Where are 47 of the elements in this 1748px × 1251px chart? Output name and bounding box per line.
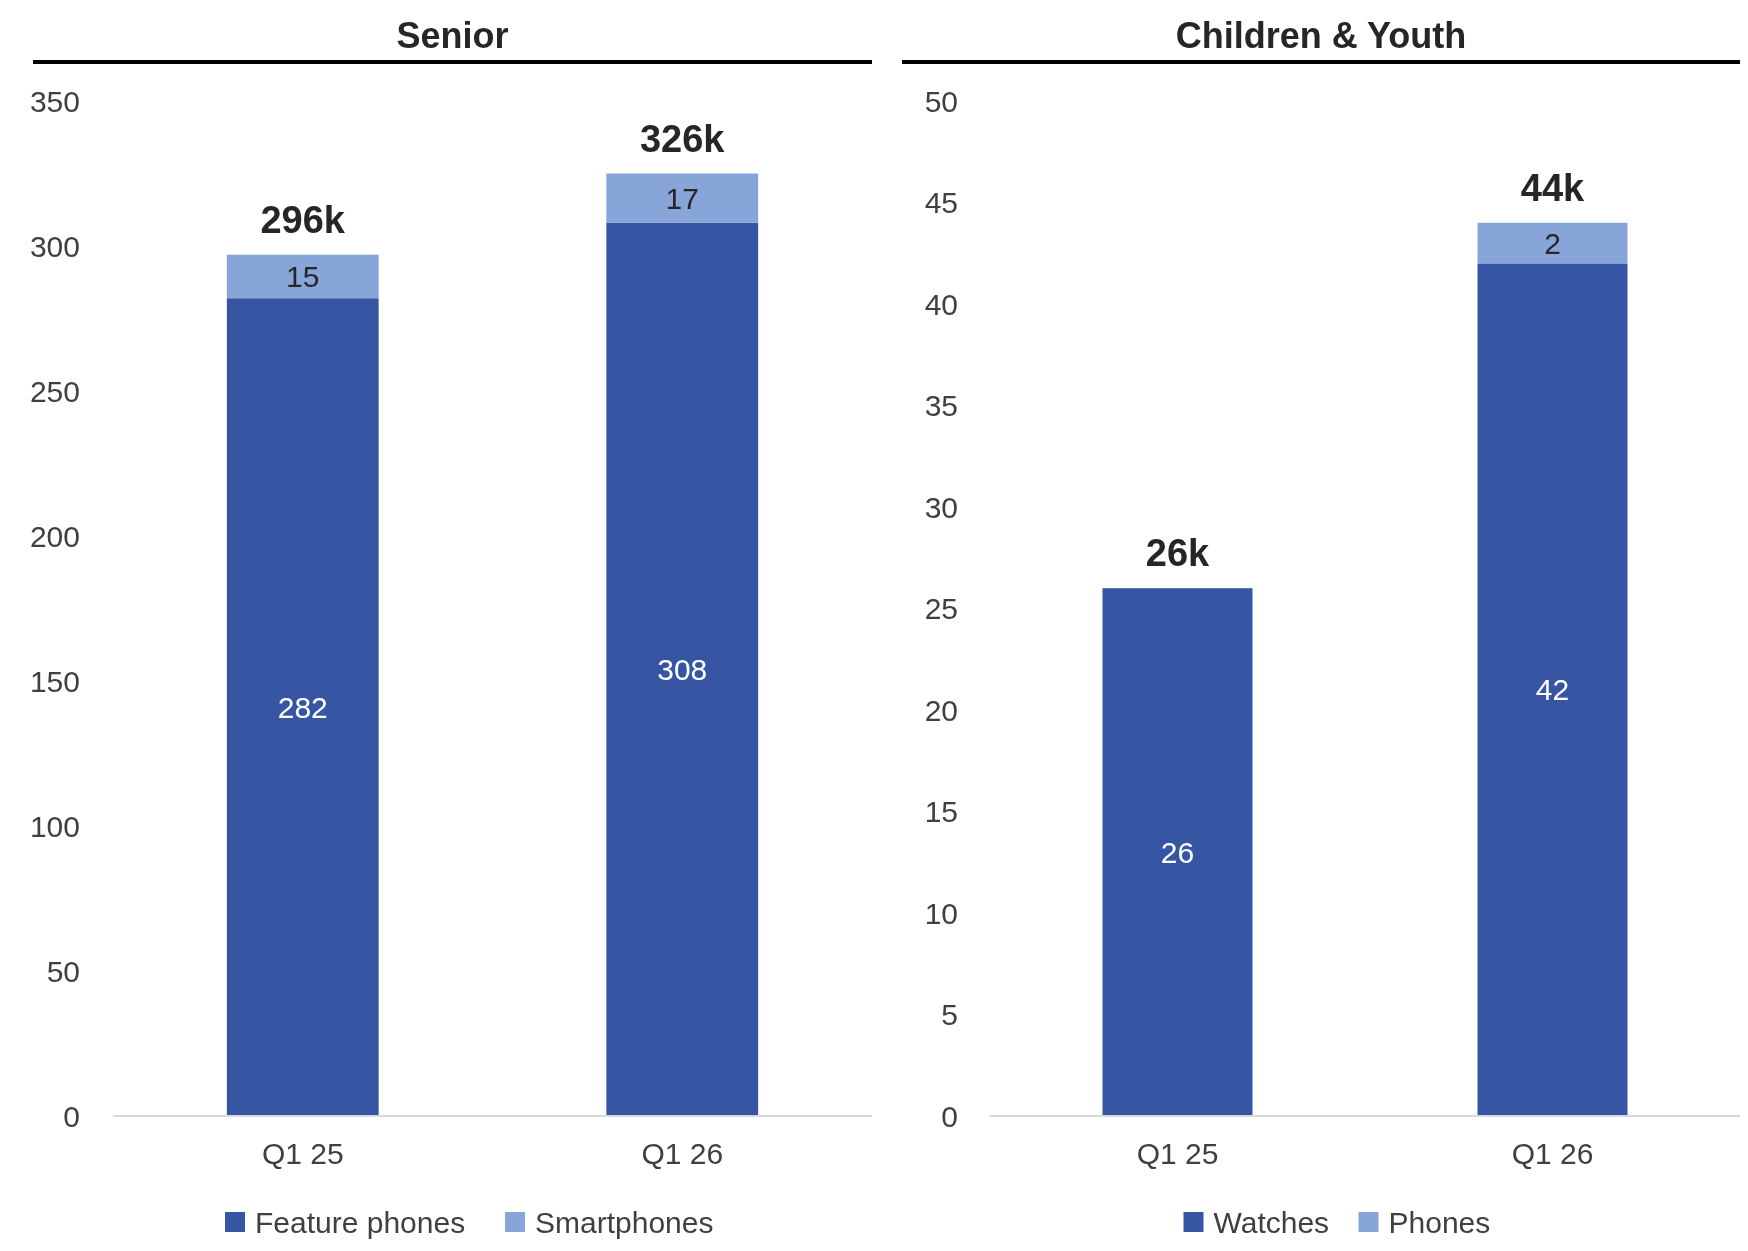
y-tick-label: 250 (29, 374, 80, 408)
total-label: 44k (1520, 166, 1586, 209)
bar (606, 222, 759, 1116)
data-label: 17 (665, 181, 699, 215)
y-tick-label: 50 (46, 954, 80, 988)
y-tick-label: 30 (924, 490, 958, 524)
y-tick-label: 5 (941, 998, 958, 1031)
x-tick-label: Q1 26 (1511, 1137, 1594, 1170)
data-label: 42 (1535, 673, 1570, 707)
x-tick-label: Q1 25 (261, 1137, 344, 1170)
data-label: 26 (1160, 835, 1195, 869)
y-tick-label: 0 (941, 1099, 958, 1133)
legend-label: Watches (1213, 1205, 1330, 1239)
y-tick-label: 35 (924, 389, 958, 422)
data-label: 2 (1544, 226, 1561, 260)
bar (1477, 263, 1628, 1116)
y-tick-label: 15 (924, 795, 958, 828)
bar (1102, 588, 1253, 1116)
y-tick-label: 200 (29, 519, 80, 553)
y-tick-label: 20 (924, 693, 958, 727)
total-label: 326k (639, 117, 726, 160)
legend-label: Phones (1388, 1205, 1491, 1239)
x-tick-label: Q1 25 (1136, 1137, 1219, 1170)
data-label: 15 (286, 259, 320, 293)
x-tick-label: Q1 26 (641, 1137, 724, 1170)
total-label: 26k (1145, 532, 1211, 575)
y-tick-label: 150 (29, 664, 80, 698)
bar (1477, 222, 1628, 264)
legend-label: Smartphones (535, 1205, 714, 1239)
y-tick-label: 10 (924, 896, 958, 930)
y-tick-label: 0 (63, 1099, 80, 1133)
y-tick-label: 45 (924, 186, 958, 219)
y-tick-label: 50 (924, 84, 958, 118)
bar (606, 173, 759, 223)
y-tick-label: 100 (29, 809, 80, 843)
y-tick-label: 25 (924, 592, 958, 625)
y-tick-label: 350 (29, 84, 80, 118)
total-label: 296k (260, 198, 346, 241)
data-label: 308 (657, 652, 708, 686)
bar (226, 298, 379, 1116)
y-tick-label: 300 (29, 229, 80, 263)
data-label: 282 (277, 690, 328, 724)
chart-title: Children & Youth (1175, 15, 1467, 56)
chart-title: Senior (396, 15, 509, 56)
legend-label: Feature phones (255, 1205, 466, 1239)
bar (226, 254, 379, 299)
y-tick-label: 40 (924, 287, 958, 321)
